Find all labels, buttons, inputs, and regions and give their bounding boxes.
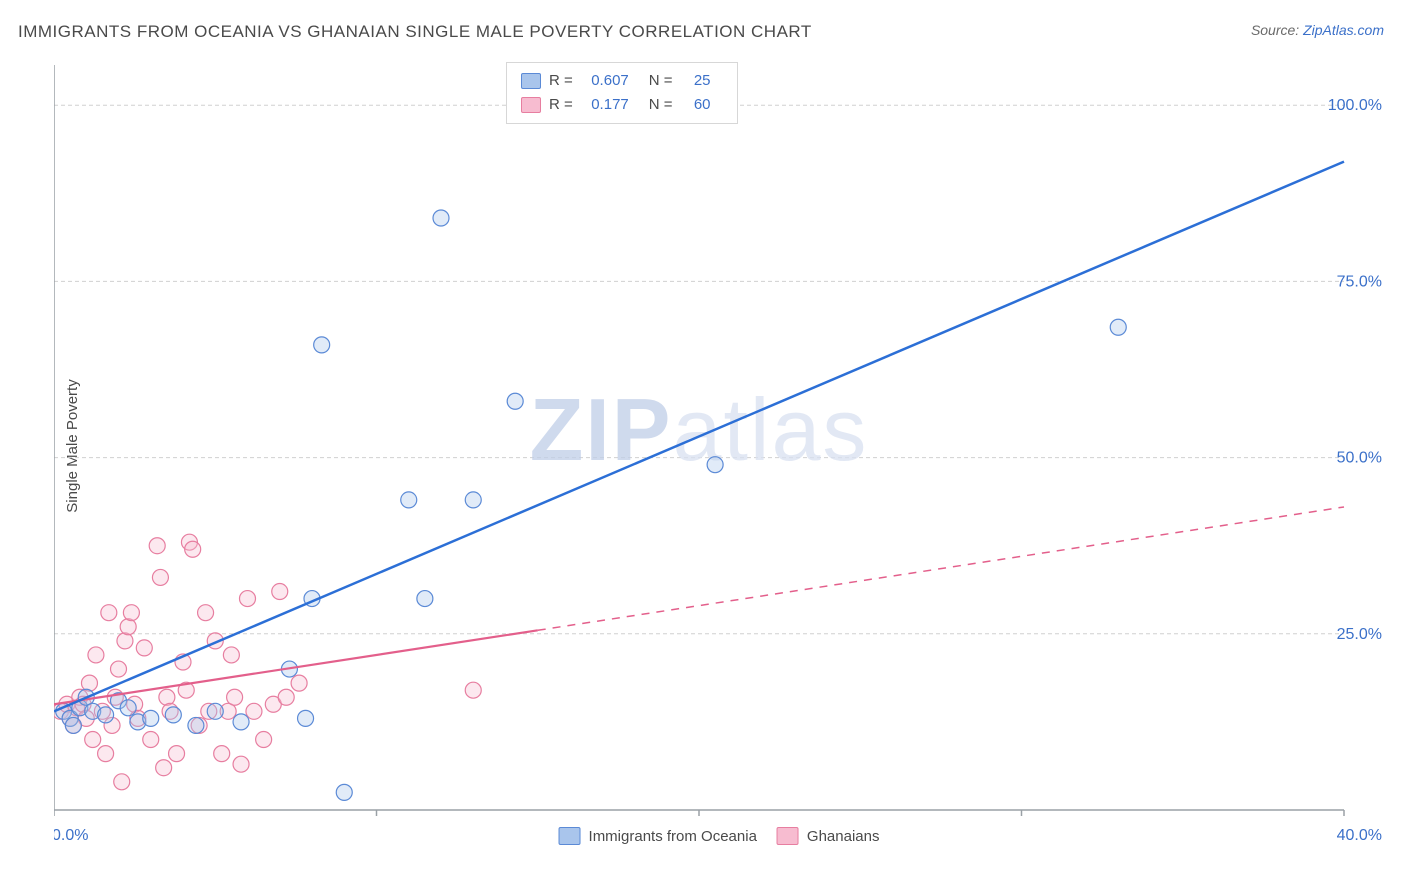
svg-text:75.0%: 75.0%: [1337, 273, 1382, 290]
series-legend: Immigrants from Oceania Ghanaians: [559, 827, 880, 845]
legend-N-value: 60: [685, 93, 723, 117]
legend-N-value: 25: [685, 69, 723, 93]
legend-R-value: 0.607: [585, 69, 641, 93]
legend-row: R = 0.177 N = 60: [521, 93, 723, 117]
legend-row: R = 0.607 N = 25: [521, 69, 723, 93]
legend-N-label: N =: [649, 93, 677, 117]
series-legend-item: Ghanaians: [777, 827, 880, 845]
svg-text:ZIPatlas: ZIPatlas: [530, 380, 869, 479]
legend-N-label: N =: [649, 69, 677, 93]
svg-text:100.0%: 100.0%: [1328, 97, 1382, 114]
source-attribution: Source: ZipAtlas.com: [1251, 22, 1384, 38]
svg-text:0.0%: 0.0%: [54, 827, 88, 844]
source-link[interactable]: ZipAtlas.com: [1303, 22, 1384, 38]
svg-text:50.0%: 50.0%: [1337, 450, 1382, 467]
legend-swatch-icon: [521, 73, 541, 89]
legend-R-label: R =: [549, 69, 577, 93]
series-legend-item: Immigrants from Oceania: [559, 827, 757, 845]
legend-R-value: 0.177: [585, 93, 641, 117]
chart-svg: 25.0% 50.0% 75.0% 100.0% 0.0% 40.0% ZIPatlas: [54, 60, 1384, 845]
legend-swatch-icon: [777, 827, 799, 845]
svg-text:40.0%: 40.0%: [1337, 827, 1382, 844]
plot-area: 25.0% 50.0% 75.0% 100.0% 0.0% 40.0% ZIPatlas R…: [54, 60, 1384, 845]
legend-swatch-icon: [559, 827, 581, 845]
series-name: Immigrants from Oceania: [589, 828, 757, 845]
legend-swatch-icon: [521, 97, 541, 113]
svg-text:25.0%: 25.0%: [1337, 626, 1382, 643]
series-name: Ghanaians: [807, 828, 880, 845]
legend-R-label: R =: [549, 93, 577, 117]
chart-title: IMMIGRANTS FROM OCEANIA VS GHANAIAN SING…: [18, 22, 812, 42]
correlation-legend: R = 0.607 N = 25 R = 0.177 N = 60: [506, 62, 738, 124]
source-prefix: Source:: [1251, 22, 1303, 38]
